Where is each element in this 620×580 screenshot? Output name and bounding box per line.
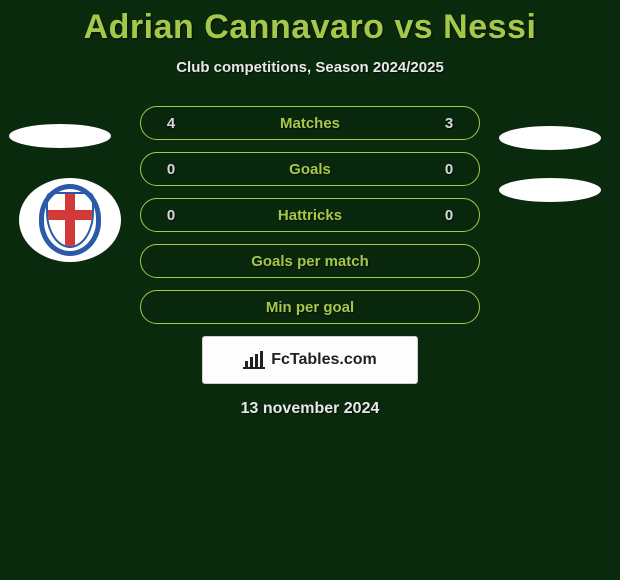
fctables-watermark: FcTables.com (202, 336, 418, 384)
fctables-label: FcTables.com (271, 351, 377, 369)
stat-left-value: 4 (157, 115, 185, 132)
stat-row-goals: 0 Goals 0 (140, 152, 480, 186)
subtitle: Club competitions, Season 2024/2025 (0, 59, 620, 76)
stat-label: Min per goal (157, 299, 463, 316)
stat-row-goals-per-match: Goals per match (140, 244, 480, 278)
club-badge (19, 178, 121, 262)
shield-icon (46, 192, 94, 248)
stat-row-min-per-goal: Min per goal (140, 290, 480, 324)
stat-right-value: 0 (435, 161, 463, 178)
stat-left-value: 0 (157, 161, 185, 178)
player-pellet-right-1 (499, 126, 601, 150)
stat-label: Matches (185, 115, 435, 132)
stat-label: Goals per match (157, 253, 463, 270)
page-title: Adrian Cannavaro vs Nessi (0, 0, 620, 47)
stat-right-value: 0 (435, 207, 463, 224)
date-text: 13 november 2024 (0, 400, 620, 418)
stat-right-value: 3 (435, 115, 463, 132)
club-badge-inner (39, 184, 101, 256)
stat-label: Hattricks (185, 207, 435, 224)
stat-label: Goals (185, 161, 435, 178)
cross-vertical (65, 194, 75, 246)
player-pellet-left-1 (9, 124, 111, 148)
player-pellet-right-2 (499, 178, 601, 202)
cross-horizontal (48, 210, 92, 220)
stat-row-hattricks: 0 Hattricks 0 (140, 198, 480, 232)
stat-row-matches: 4 Matches 3 (140, 106, 480, 140)
stat-left-value: 0 (157, 207, 185, 224)
stats-container: 4 Matches 3 0 Goals 0 0 Hattricks 0 Goal… (140, 106, 480, 324)
bar-chart-icon (243, 351, 265, 369)
